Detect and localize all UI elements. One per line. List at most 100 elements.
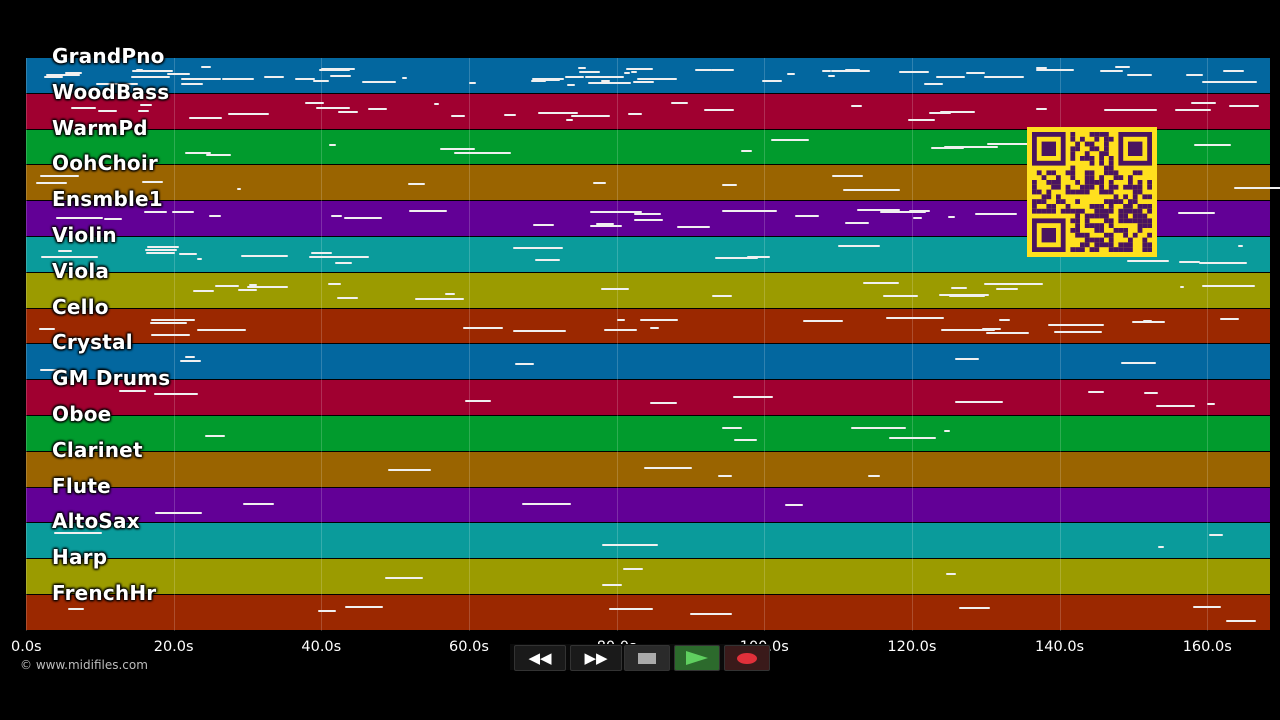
midi-note xyxy=(521,503,572,506)
midi-note xyxy=(308,255,345,258)
transport-controls: ◀◀ ▶▶ xyxy=(510,644,770,671)
track-label: FrenchHr xyxy=(52,581,157,605)
midi-note xyxy=(331,214,343,217)
midi-note xyxy=(1186,73,1204,76)
midi-note xyxy=(617,318,626,321)
track-lane[interactable] xyxy=(26,451,1270,487)
midi-note xyxy=(802,320,843,323)
track-lane[interactable] xyxy=(26,58,1270,93)
midi-note xyxy=(414,298,465,301)
track-lane[interactable] xyxy=(26,344,1270,380)
midi-note xyxy=(39,327,55,330)
midi-note xyxy=(96,83,138,86)
track-lane[interactable] xyxy=(26,308,1270,344)
midi-note xyxy=(975,212,1018,215)
midi-note xyxy=(445,293,456,296)
play-icon xyxy=(686,651,708,665)
midi-note xyxy=(721,426,742,429)
midi-note xyxy=(930,146,964,149)
midi-note xyxy=(167,73,191,76)
midi-note xyxy=(70,106,97,109)
midi-note xyxy=(1226,620,1257,623)
midi-note xyxy=(946,572,956,575)
fast-forward-button[interactable]: ▶▶ xyxy=(570,645,622,671)
midi-note xyxy=(593,181,606,184)
midi-note xyxy=(595,223,614,226)
play-button[interactable] xyxy=(674,645,720,671)
midi-note xyxy=(567,83,575,86)
midi-note xyxy=(862,281,900,284)
midi-note xyxy=(515,362,535,365)
midi-note xyxy=(740,150,753,153)
track-label: WoodBass xyxy=(52,79,170,104)
midi-note xyxy=(787,73,795,76)
record-button[interactable] xyxy=(724,645,770,671)
stop-button[interactable] xyxy=(624,645,670,671)
midi-note xyxy=(1201,284,1255,287)
midi-note xyxy=(334,261,352,264)
midi-note xyxy=(295,78,315,81)
time-tick-label: 40.0s xyxy=(301,639,342,655)
midi-note xyxy=(227,112,269,115)
midi-note xyxy=(40,256,99,259)
midi-note xyxy=(1035,66,1047,69)
midi-note xyxy=(147,245,179,248)
rewind-button[interactable]: ◀◀ xyxy=(514,645,566,671)
track-lane[interactable] xyxy=(26,93,1270,129)
midi-note xyxy=(1179,286,1184,289)
time-gridline xyxy=(1059,58,1061,631)
midi-note xyxy=(578,66,586,69)
midi-note xyxy=(200,66,212,69)
midi-note xyxy=(465,399,492,402)
track-lane[interactable] xyxy=(26,595,1270,630)
midi-note xyxy=(451,114,465,117)
track-lane[interactable] xyxy=(26,487,1270,523)
midi-note xyxy=(345,605,384,608)
midi-note xyxy=(197,258,202,261)
midi-note xyxy=(822,69,832,72)
midi-note xyxy=(44,76,63,79)
time-tick-label: 140.0s xyxy=(1035,639,1085,655)
midi-note xyxy=(955,357,979,360)
midi-note xyxy=(733,395,773,398)
track-label: Cello xyxy=(52,294,109,319)
midi-note xyxy=(151,333,191,336)
midi-note xyxy=(530,79,546,82)
time-tick-label: 0.0s xyxy=(11,639,42,655)
midi-note xyxy=(40,175,79,178)
midi-note xyxy=(336,297,358,300)
midi-note xyxy=(434,102,440,105)
midi-note xyxy=(118,390,146,393)
midi-note xyxy=(247,286,289,289)
midi-note xyxy=(40,369,57,372)
midi-note xyxy=(536,78,561,81)
midi-note xyxy=(985,332,1029,335)
time-gridline xyxy=(911,58,913,631)
midi-note xyxy=(1209,533,1224,536)
track-lane[interactable] xyxy=(26,559,1270,594)
midi-note xyxy=(534,259,560,262)
midi-note xyxy=(885,316,944,319)
midi-note xyxy=(795,214,820,217)
midi-note xyxy=(1047,323,1105,326)
time-tick-label: 20.0s xyxy=(153,639,194,655)
midi-note xyxy=(775,138,810,141)
midi-note xyxy=(1233,186,1280,189)
midi-note xyxy=(196,328,246,331)
midi-note xyxy=(135,69,143,72)
track-label: Flute xyxy=(52,473,111,498)
midi-note xyxy=(650,327,659,330)
track-lane[interactable] xyxy=(26,272,1270,308)
track-lane[interactable] xyxy=(26,380,1270,415)
midi-note xyxy=(243,502,275,505)
track-label: WarmPd xyxy=(52,115,148,140)
midi-note xyxy=(570,114,610,117)
midi-note xyxy=(1053,330,1102,333)
track-lane[interactable] xyxy=(26,523,1270,559)
midi-note xyxy=(463,326,504,329)
midi-note xyxy=(959,607,991,610)
track-label: Viola xyxy=(52,258,110,283)
midi-note xyxy=(827,74,835,77)
track-lane[interactable] xyxy=(26,416,1270,451)
midi-note xyxy=(387,469,431,472)
